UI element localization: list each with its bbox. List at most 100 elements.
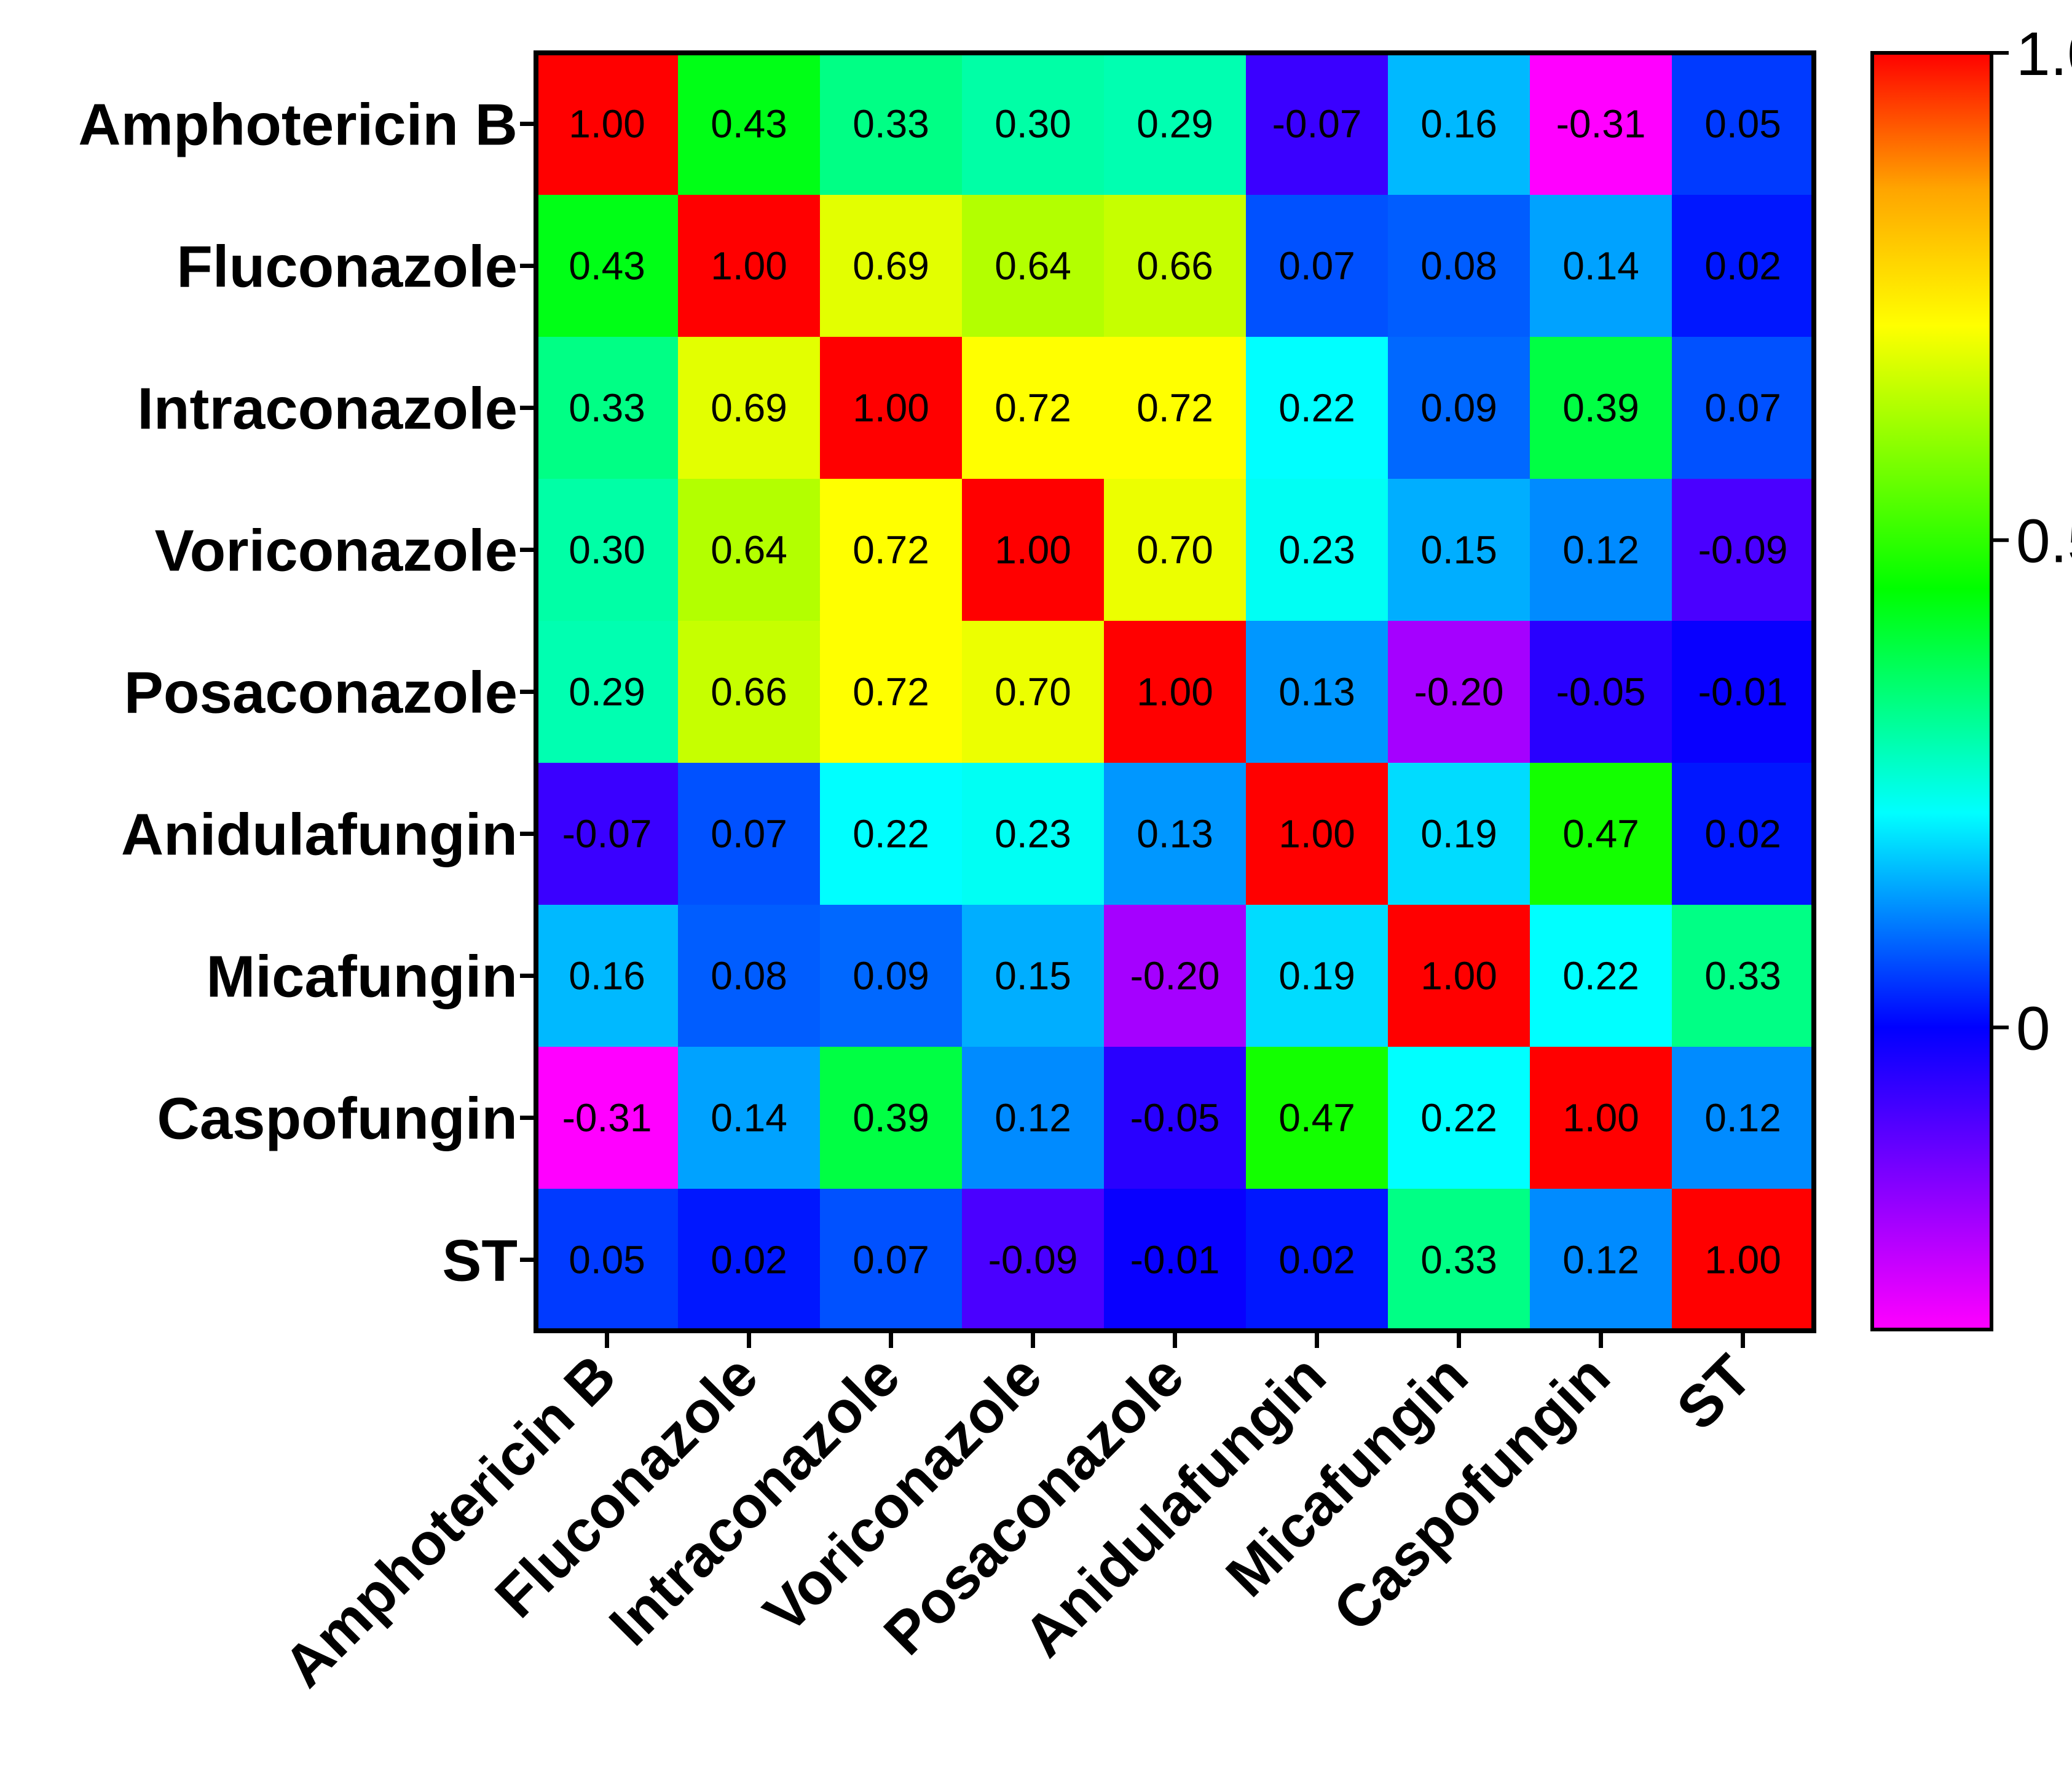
heatmap-cell	[1104, 53, 1247, 195]
cell-value-label: 0.14	[1562, 244, 1639, 288]
heatmap-cell	[1104, 195, 1247, 337]
heatmap-cell	[1246, 905, 1389, 1047]
cell-value-label: 1.00	[1136, 670, 1213, 714]
cell-value-label: 0.64	[711, 528, 787, 572]
heatmap-cell	[536, 1047, 679, 1189]
heatmap-cell	[1530, 905, 1672, 1047]
heatmap-cell	[962, 763, 1105, 905]
cell-value-label: 0.72	[995, 386, 1071, 430]
cell-value-label: 0.15	[995, 954, 1071, 998]
heatmap-cell	[1388, 1189, 1530, 1331]
heatmap-cell	[536, 479, 679, 621]
heatmap-cell	[1388, 621, 1530, 763]
heatmap-cells	[536, 53, 1814, 1331]
cell-value-label: 0.07	[853, 1238, 929, 1282]
cell-value-label: 0.29	[569, 670, 645, 714]
cell-value-label: 0.07	[1278, 244, 1355, 288]
cell-value-label: 0.12	[1562, 1238, 1639, 1282]
heatmap-cell	[1104, 337, 1247, 479]
cell-value-label: 1.00	[853, 386, 929, 430]
heatmap-cell	[1672, 195, 1814, 337]
heatmap-cell	[536, 621, 679, 763]
heatmap-cell	[1104, 1189, 1247, 1331]
heatmap-cell	[678, 53, 821, 195]
heatmap-cell	[1672, 337, 1814, 479]
cell-value-label: 0.07	[711, 812, 787, 856]
heatmap-cell	[678, 621, 821, 763]
cell-value-label: -0.09	[1698, 528, 1788, 572]
heatmap-cell	[1672, 1189, 1814, 1331]
cell-value-label: 0.22	[1420, 1096, 1497, 1140]
cell-value-label: 0.16	[1420, 102, 1497, 146]
heatmap-cell	[536, 905, 679, 1047]
cell-value-label: 0.66	[711, 670, 787, 714]
heatmap-cell	[678, 337, 821, 479]
cell-value-label: 0.66	[1136, 244, 1213, 288]
cell-value-label: 0.12	[995, 1096, 1071, 1140]
cell-value-label: 0.33	[1704, 954, 1781, 998]
heatmap-cell	[820, 53, 963, 195]
cell-value-label: -0.05	[1556, 670, 1646, 714]
heatmap-cell	[1388, 337, 1530, 479]
heatmap-cell	[536, 763, 679, 905]
heatmap-cell	[820, 905, 963, 1047]
heatmap-cell	[1388, 763, 1530, 905]
heatmap-cell	[536, 195, 679, 337]
heatmap-cell	[962, 621, 1105, 763]
heatmap-cell	[1246, 1189, 1389, 1331]
cell-value-label: 0.19	[1278, 954, 1355, 998]
cell-value-label: 0.09	[1420, 386, 1497, 430]
heatmap-cell	[1530, 479, 1672, 621]
heatmap-cell	[1388, 1047, 1530, 1189]
cell-value-label: 0.14	[711, 1096, 787, 1140]
cell-value-label: 0.08	[711, 954, 787, 998]
heatmap-cell	[820, 1047, 963, 1189]
heatmap-cell	[1104, 763, 1247, 905]
heatmap-cell	[536, 1189, 679, 1331]
cell-value-label: 0.70	[995, 670, 1071, 714]
cell-value-label: 0.43	[711, 102, 787, 146]
heatmap-cell	[1246, 763, 1389, 905]
heatmap-cell	[1246, 195, 1389, 337]
cell-value-label: 0.12	[1704, 1096, 1781, 1140]
cell-value-label: -0.09	[988, 1238, 1078, 1282]
heatmap-cell	[962, 1047, 1105, 1189]
cell-value-label: 0.69	[711, 386, 787, 430]
heatmap-cell	[820, 1189, 963, 1331]
cell-value-label: 0.47	[1562, 812, 1639, 856]
heatmap-cell	[820, 763, 963, 905]
heatmap-cell	[1104, 479, 1247, 621]
heatmap-cell	[536, 53, 679, 195]
heatmap-cell	[1246, 479, 1389, 621]
heatmap-cell	[678, 195, 821, 337]
cell-value-label: 0.07	[1704, 386, 1781, 430]
heatmap-cell	[1246, 1047, 1389, 1189]
cell-value-label: 0.29	[1136, 102, 1213, 146]
cell-value-label: -0.31	[1556, 102, 1646, 146]
cell-value-label: 0.22	[1278, 386, 1355, 430]
heatmap-cell	[536, 337, 679, 479]
row-label: ST	[442, 1228, 518, 1294]
cell-value-label: 0.13	[1136, 812, 1213, 856]
cell-value-label: 0.22	[853, 812, 929, 856]
cell-value-label: 1.00	[1562, 1096, 1639, 1140]
colorbar: 1.0 0.5 0	[1870, 20, 2072, 1331]
cell-value-label: 0.33	[853, 102, 929, 146]
cell-value-label: 0.23	[995, 812, 1071, 856]
row-label: Caspofungin	[157, 1086, 518, 1152]
column-axis: Amphotericin BFluconazoleIntraconazoleVo…	[271, 1333, 1764, 1700]
heatmap-cell	[678, 1189, 821, 1331]
colorbar-gradient	[1872, 53, 1991, 1330]
cell-value-label: 0.33	[1420, 1238, 1497, 1282]
cell-value-label: 0.70	[1136, 528, 1213, 572]
cell-value-label: 0.30	[995, 102, 1071, 146]
cell-value-label: 0.08	[1420, 244, 1497, 288]
cell-value-label: 0.12	[1562, 528, 1639, 572]
heatmap-cell	[962, 905, 1105, 1047]
heatmap-cell	[962, 195, 1105, 337]
heatmap-cell	[1530, 621, 1672, 763]
cell-value-label: 0.09	[853, 954, 929, 998]
cell-value-label: 0.39	[1562, 386, 1639, 430]
heatmap-cell	[820, 621, 963, 763]
